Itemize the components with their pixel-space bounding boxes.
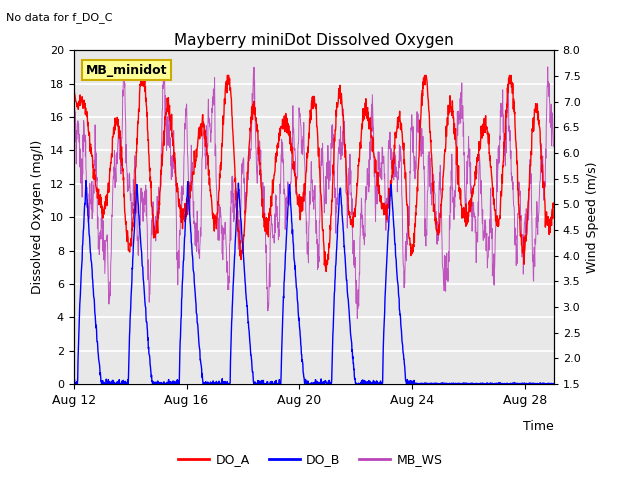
Text: No data for f_DO_C: No data for f_DO_C [6,12,113,23]
Y-axis label: Wind Speed (m/s): Wind Speed (m/s) [586,161,599,273]
Y-axis label: Dissolved Oxygen (mg/l): Dissolved Oxygen (mg/l) [31,140,44,294]
Title: Mayberry miniDot Dissolved Oxygen: Mayberry miniDot Dissolved Oxygen [173,33,454,48]
Text: Time: Time [523,420,554,433]
Text: MB_minidot: MB_minidot [86,64,167,77]
Legend: DO_A, DO_B, MB_WS: DO_A, DO_B, MB_WS [173,448,448,471]
